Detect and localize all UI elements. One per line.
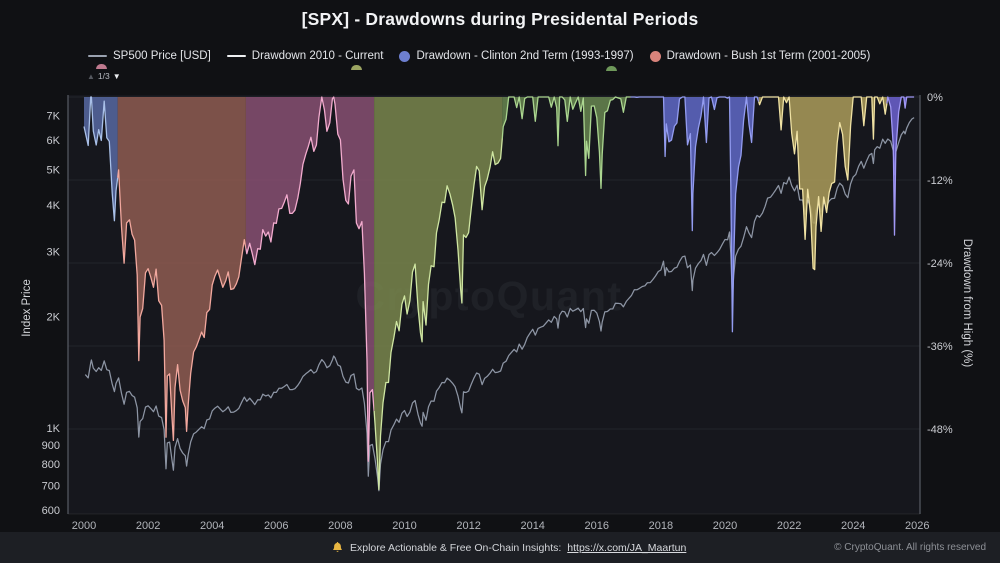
x-tick-label: 2000 xyxy=(72,520,96,532)
dot-marker-icon xyxy=(649,50,661,62)
chart-title: [SPX] - Drawdowns during Presidental Per… xyxy=(301,9,699,29)
legend-item-label: Drawdown 2010 - Current xyxy=(251,50,384,62)
drawdown-line-term-2013-2017 xyxy=(501,96,631,189)
drawdown-line-term-2005-2009 xyxy=(245,96,375,462)
x-tick-label: 2004 xyxy=(200,520,224,532)
legend-pager: ▲ 1/3 ▼ xyxy=(87,71,121,81)
yleft-tick-label: 2K xyxy=(47,312,61,324)
line-marker-icon xyxy=(226,55,246,57)
yleft-tick-label: 6K xyxy=(47,135,61,147)
drawdown-fill-term-2021-2025 xyxy=(758,97,887,270)
x-tick-label: 2008 xyxy=(328,520,352,532)
x-tick-label: 2012 xyxy=(456,520,480,532)
drawdown-line-term-2025-current xyxy=(886,96,915,236)
yright-tick-label: -24% xyxy=(927,258,953,270)
drawdown-line-term-2000-2001 xyxy=(83,96,119,222)
legend-item-sp500-price[interactable]: SP500 Price [USD] xyxy=(88,50,211,62)
sp500-price-line xyxy=(84,117,915,492)
drawdown-line-term-2021-2025 xyxy=(758,96,888,271)
x-tick-label: 2026 xyxy=(905,520,929,532)
legend-item-drawdown-clinton[interactable]: Drawdown - Clinton 2nd Term (1993-1997) xyxy=(399,50,634,62)
yright-tick-label: 0% xyxy=(927,92,943,104)
chart-legend: SP500 Price [USD] Drawdown 2010 - Curren… xyxy=(88,50,870,62)
footer-copyright: © CryptoQuant. All rights reserved xyxy=(834,542,986,553)
yright-tick-label: -12% xyxy=(927,175,953,187)
x-tick-label: 2002 xyxy=(136,520,160,532)
drawdown-fill-term-2001-2005 xyxy=(117,97,246,441)
drawdown-fill-term-2005-2009 xyxy=(245,97,375,462)
drawdown-fill-term-2009-2013 xyxy=(374,97,503,490)
yleft-tick-label: 7K xyxy=(47,110,61,122)
x-tick-label: 2022 xyxy=(777,520,801,532)
legend-page-up-icon[interactable]: ▲ xyxy=(87,71,95,81)
legend-item-label: Drawdown - Bush 1st Term (2001-2005) xyxy=(666,50,871,62)
footer-bar: Explore Actionable & Free On-Chain Insig… xyxy=(0,532,1000,563)
yright-tick-label: -48% xyxy=(927,424,953,436)
yleft-tick-label: 600 xyxy=(42,505,60,517)
yleft-tick-label: 5K xyxy=(47,164,61,176)
yright-tick-label: -36% xyxy=(927,341,953,353)
yright-axis-title: Drawdown from High (%) xyxy=(961,239,973,368)
legend-item-drawdown-bush[interactable]: Drawdown - Bush 1st Term (2001-2005) xyxy=(649,50,871,62)
drawdown-line-term-2001-2005 xyxy=(117,169,247,442)
legend-item-label: SP500 Price [USD] xyxy=(113,50,211,62)
drawdown-fill-term-2017-2021 xyxy=(630,97,759,332)
x-tick-label: 2010 xyxy=(392,520,416,532)
x-tick-label: 2024 xyxy=(841,520,865,532)
yleft-tick-label: 1K xyxy=(47,423,61,435)
footer-promo-text: Explore Actionable & Free On-Chain Insig… xyxy=(350,541,562,554)
x-tick-label: 2006 xyxy=(264,520,288,532)
dot-marker-icon xyxy=(399,50,411,62)
legend-peek-marker-icon xyxy=(96,64,107,69)
footer-promo-link[interactable]: https://x.com/JA_Maartun xyxy=(567,541,687,554)
x-tick-label: 2016 xyxy=(585,520,609,532)
legend-item-drawdown-current[interactable]: Drawdown 2010 - Current xyxy=(226,50,384,62)
yleft-tick-label: 800 xyxy=(42,459,60,471)
drawdown-fill-term-2013-2017 xyxy=(502,97,631,189)
legend-peek-marker-icon xyxy=(351,65,362,70)
yleft-tick-label: 700 xyxy=(42,480,60,492)
legend-page-down-icon[interactable]: ▼ xyxy=(112,71,121,81)
x-tick-label: 2020 xyxy=(713,520,737,532)
yleft-axis-title: Index Price xyxy=(21,279,33,337)
legend-peek-marker-icon xyxy=(606,66,617,71)
drawdown-line-term-2009-2013 xyxy=(373,138,503,491)
bell-icon xyxy=(332,541,343,552)
yleft-tick-label: 900 xyxy=(42,440,60,452)
drawdown-fill-term-2025-current xyxy=(886,97,915,236)
x-tick-label: 2018 xyxy=(649,520,673,532)
drawdown-fill-term-2000-2001 xyxy=(84,97,118,221)
x-tick-label: 2014 xyxy=(520,520,544,532)
drawdown-line-term-2017-2021 xyxy=(630,96,760,333)
legend-page-indicator: 1/3 xyxy=(97,71,110,81)
yleft-tick-label: 4K xyxy=(47,200,61,212)
legend-item-label: Drawdown - Clinton 2nd Term (1993-1997) xyxy=(416,50,634,62)
line-marker-icon xyxy=(88,55,107,57)
yleft-tick-label: 3K xyxy=(47,246,61,258)
